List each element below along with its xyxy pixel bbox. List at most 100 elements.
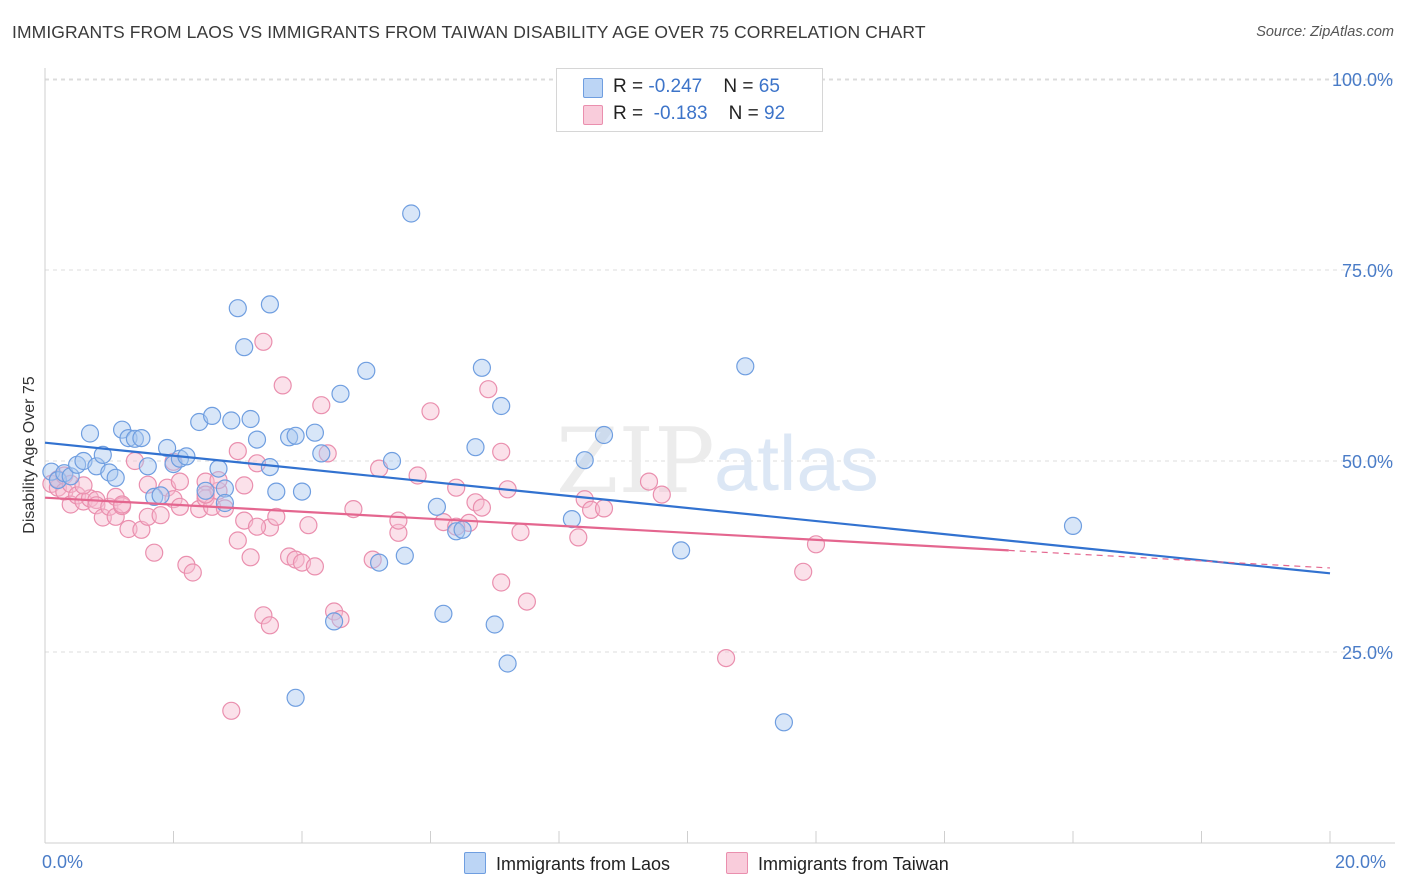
laos-trend-line <box>44 441 1331 575</box>
laos-point <box>228 299 247 318</box>
laos-points <box>42 204 1083 732</box>
taiwan-point <box>639 472 659 491</box>
laos-point <box>447 522 466 541</box>
taiwan-point <box>806 535 826 554</box>
laos-point <box>125 429 144 448</box>
taiwan-point <box>318 444 337 463</box>
laos-r-value: -0.247 <box>648 76 703 97</box>
laos-point <box>492 396 511 416</box>
laos-point <box>235 338 254 357</box>
taiwan-point <box>472 498 491 517</box>
taiwan-point <box>267 507 286 526</box>
taiwan-point <box>196 485 215 504</box>
laos-point <box>292 482 312 501</box>
taiwan-point <box>151 506 170 525</box>
taiwan-point <box>569 528 588 547</box>
taiwan-point <box>241 548 260 567</box>
taiwan-point <box>247 517 267 536</box>
taiwan-point <box>421 402 440 421</box>
laos-point <box>382 451 402 471</box>
taiwan-points <box>42 332 826 720</box>
taiwan-point <box>299 516 318 535</box>
laos-r-label: R = <box>613 76 649 97</box>
laos-point <box>151 486 170 505</box>
axes <box>44 68 1395 844</box>
laos-n-value: 65 <box>758 76 780 97</box>
laos-point <box>312 444 331 463</box>
taiwan-point <box>716 648 736 668</box>
laos-point <box>774 713 794 732</box>
taiwan-legend-label: Immigrants from Taiwan <box>758 854 949 874</box>
laos-swatch <box>583 78 603 98</box>
taiwan-point <box>170 472 189 491</box>
correlation-legend: R = -0.247 N = 65 R = -0.183 N = 92 <box>556 68 823 132</box>
chart-title: IMMIGRANTS FROM LAOS VS IMMIGRANTS FROM … <box>12 22 926 42</box>
laos-point <box>305 423 324 442</box>
taiwan-point <box>447 478 466 497</box>
taiwan-point <box>260 518 279 537</box>
taiwan-point <box>145 543 164 562</box>
laos-point <box>241 409 260 429</box>
taiwan-point <box>74 476 93 495</box>
laos-legend-swatch <box>464 852 486 874</box>
y-tick-labels: 25.0% 50.0% 75.0% 100.0% <box>1332 70 1393 663</box>
laos-point <box>434 604 453 623</box>
taiwan-point <box>260 616 279 635</box>
laos-point <box>498 654 517 673</box>
taiwan-point <box>183 563 202 582</box>
taiwan-swatch <box>583 105 603 125</box>
laos-point <box>453 520 472 539</box>
laos-point <box>402 204 421 223</box>
taiwan-point <box>325 602 344 621</box>
gridlines <box>45 78 1395 653</box>
laos-point <box>357 361 376 380</box>
laos-point <box>331 384 350 403</box>
laos-point <box>575 451 594 470</box>
laos-point <box>267 482 286 501</box>
taiwan-n-value: 92 <box>764 103 786 124</box>
trend-lines <box>44 441 1331 575</box>
taiwan-point <box>479 380 498 399</box>
laos-point <box>93 445 112 464</box>
taiwan-point <box>93 508 112 527</box>
bottom-legend-laos: Immigrants from Laos <box>464 852 670 875</box>
taiwan-point <box>305 557 324 576</box>
taiwan-point <box>222 701 241 720</box>
laos-point <box>1063 516 1083 536</box>
laos-point <box>562 509 582 529</box>
taiwan-point <box>794 562 813 581</box>
taiwan-trend-extension <box>1008 549 1331 569</box>
y-tick-label: 25.0% <box>1342 643 1393 663</box>
taiwan-point <box>517 592 537 611</box>
y-tick-label: 75.0% <box>1342 261 1393 281</box>
laos-point <box>472 358 491 377</box>
taiwan-point <box>492 442 511 461</box>
laos-point <box>138 457 157 476</box>
taiwan-point <box>389 511 408 530</box>
laos-point <box>203 406 222 425</box>
laos-point <box>196 481 215 500</box>
bottom-legend-taiwan: Immigrants from Taiwan <box>726 852 949 875</box>
watermark: ZIP atlas <box>556 409 879 514</box>
laos-point <box>485 615 504 634</box>
laos-point <box>158 438 177 458</box>
laos-point <box>209 459 228 478</box>
laos-point <box>671 541 691 560</box>
laos-point <box>286 688 305 707</box>
laos-n-label: N = <box>723 76 759 97</box>
laos-point <box>325 612 344 631</box>
watermark-atlas: atlas <box>714 419 879 507</box>
taiwan-n-label: N = <box>728 103 765 124</box>
taiwan-point <box>492 573 511 592</box>
x-tick-min: 0.0% <box>42 852 84 872</box>
laos-point <box>80 424 100 443</box>
taiwan-point <box>228 531 247 550</box>
source-label: Source: ZipAtlas.com <box>1256 24 1394 40</box>
taiwan-trend-line <box>44 496 1009 552</box>
taiwan-point <box>312 396 331 415</box>
y-tick-label: 50.0% <box>1342 452 1393 472</box>
taiwan-r-label: R = <box>613 103 649 124</box>
laos-legend-label: Immigrants from Laos <box>496 854 671 874</box>
laos-point <box>395 546 414 565</box>
laos-point <box>260 295 279 314</box>
